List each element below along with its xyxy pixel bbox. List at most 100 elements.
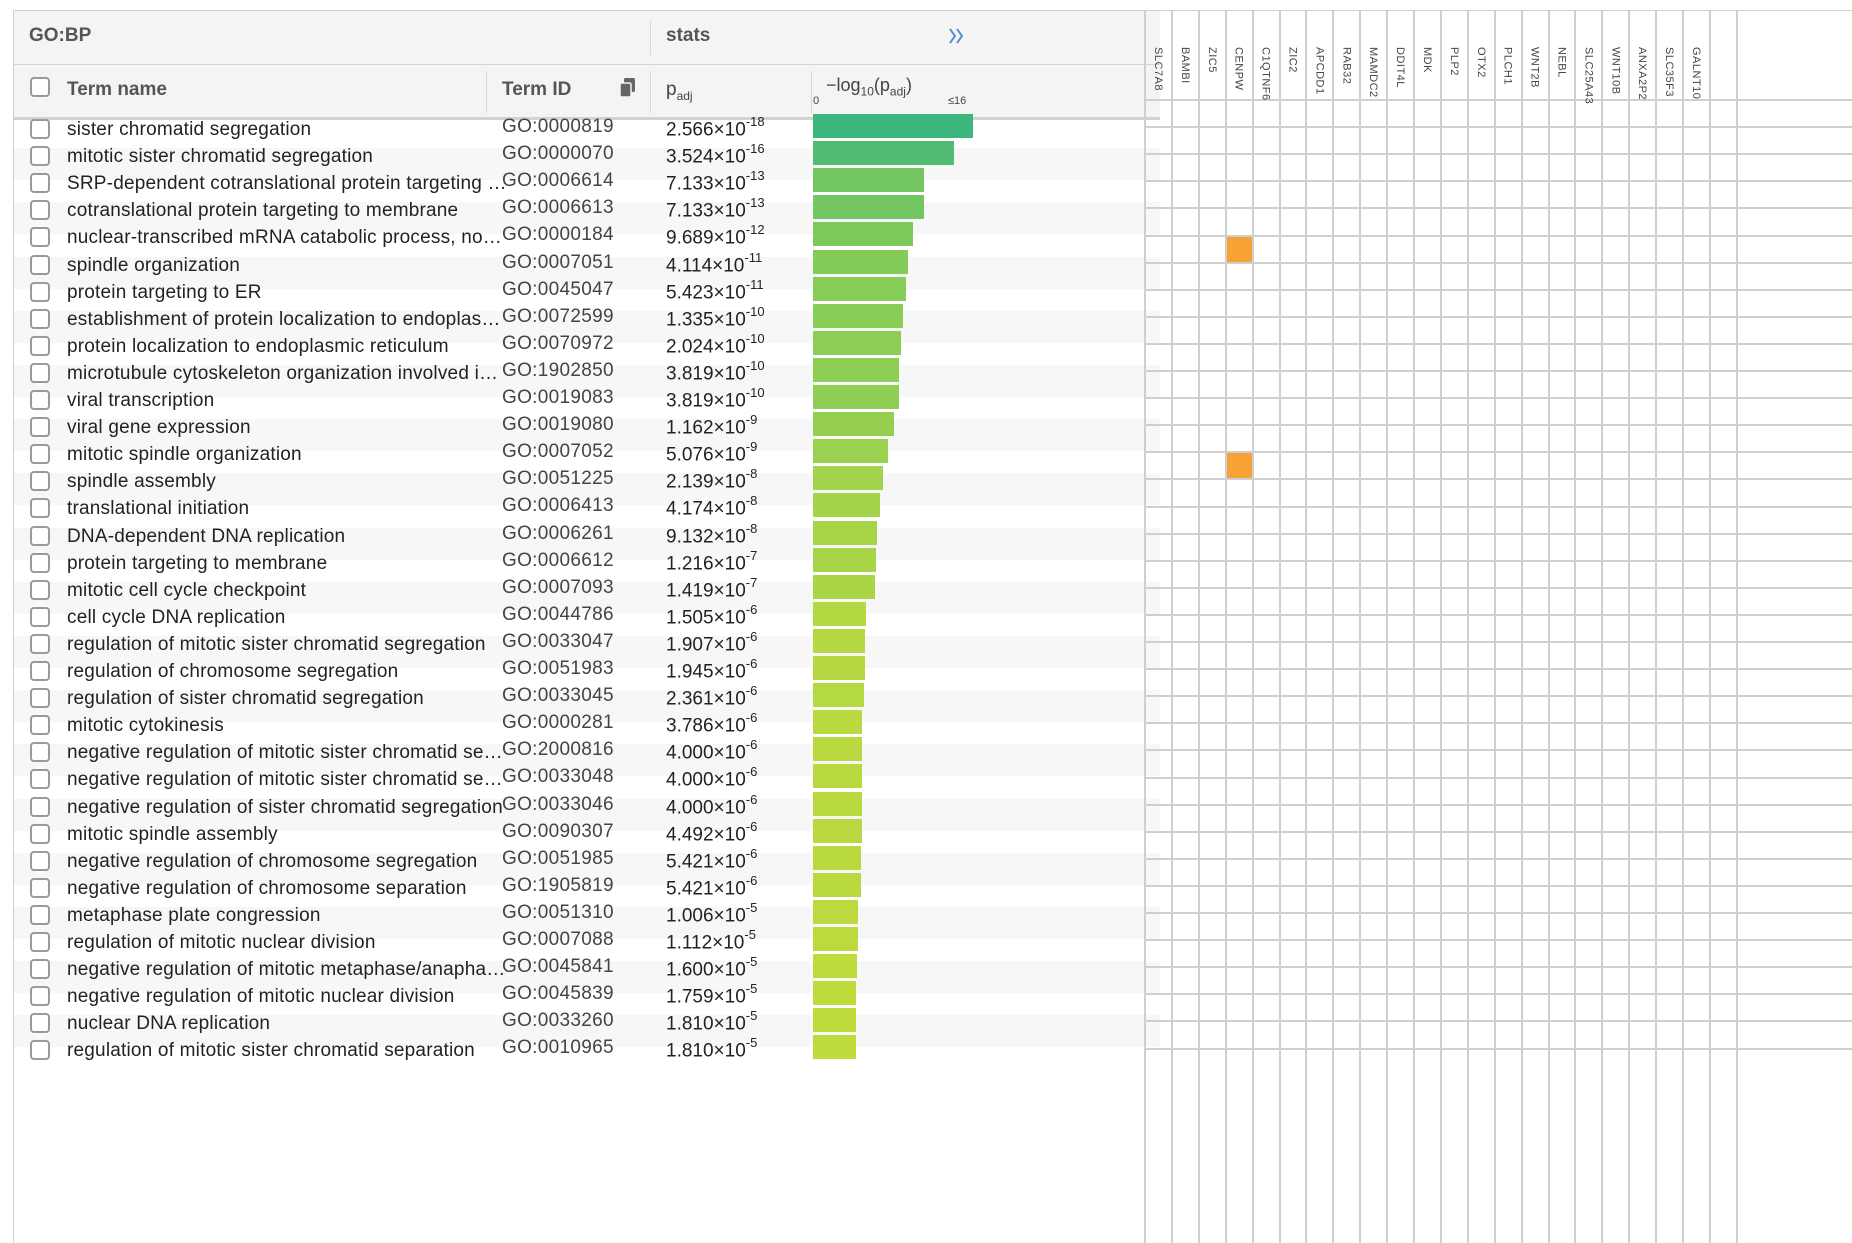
term-name[interactable]: protein localization to endoplasmic reti…	[67, 335, 449, 357]
gene-label[interactable]: CENPW	[1232, 47, 1245, 91]
term-name[interactable]: establishment of protein localization to…	[67, 308, 501, 330]
gene-label[interactable]: C1QTNF6	[1259, 47, 1272, 101]
gene-label[interactable]: ZIC2	[1286, 47, 1299, 73]
term-id[interactable]: GO:0007052	[502, 441, 614, 463]
term-name[interactable]: nuclear DNA replication	[67, 1013, 271, 1035]
table-row[interactable]: regulation of mitotic sister chromatid s…	[14, 1035, 1160, 1074]
term-name[interactable]: negative regulation of mitotic nuclear d…	[67, 986, 455, 1008]
row-checkbox[interactable]	[30, 227, 50, 248]
term-id[interactable]: GO:0007051	[502, 251, 614, 273]
row-checkbox[interactable]	[30, 525, 50, 546]
table-row[interactable]: regulation of chromosome segregation GO:0…	[14, 656, 1160, 695]
row-checkbox[interactable]	[30, 688, 50, 709]
table-row[interactable]: negative regulation of mitotic nuclear d…	[14, 981, 1160, 1020]
term-id[interactable]: GO:0006261	[502, 522, 614, 544]
gene-label[interactable]: OTX2	[1474, 47, 1487, 78]
row-checkbox[interactable]	[30, 661, 50, 681]
table-row[interactable]: translational initiation GO:0006413 4.174×…	[14, 493, 1160, 532]
row-checkbox[interactable]	[30, 281, 50, 302]
copy-icon[interactable]	[618, 77, 638, 99]
table-row[interactable]: mitotic spindle organization GO:0007052 5.…	[14, 439, 1160, 478]
gene-label[interactable]: APCDD1	[1313, 47, 1326, 95]
term-name[interactable]: metaphase plate congression	[67, 904, 321, 926]
table-row[interactable]: spindle organization GO:0007051 4.114×10-1…	[14, 249, 1160, 289]
term-id[interactable]: GO:0006413	[502, 495, 614, 517]
table-row[interactable]: negative regulation of chromosome separa…	[14, 872, 1160, 912]
term-id[interactable]: GO:2000816	[502, 739, 614, 761]
term-name[interactable]: viral transcription	[67, 390, 215, 411]
term-name[interactable]: cell cycle DNA replication	[67, 606, 286, 628]
term-id[interactable]: GO:1905819	[502, 874, 614, 896]
term-id[interactable]: GO:0000819	[502, 116, 614, 137]
term-name[interactable]: regulation of mitotic sister chromatid s…	[67, 633, 486, 655]
table-row[interactable]: regulation of sister chromatid segregati…	[14, 683, 1160, 723]
term-name[interactable]: negative regulation of chromosome segreg…	[67, 850, 478, 872]
term-id[interactable]: GO:0033047	[502, 630, 614, 652]
row-checkbox[interactable]	[30, 877, 50, 898]
term-id[interactable]: GO:0006612	[502, 549, 614, 571]
term-id[interactable]: GO:0090307	[502, 820, 614, 842]
term-id[interactable]: GO:0006614	[502, 170, 614, 192]
term-name[interactable]: protein targeting to ER	[67, 281, 262, 303]
term-id[interactable]: GO:0007093	[502, 576, 614, 598]
row-checkbox[interactable]	[30, 173, 50, 194]
gene-label[interactable]: WNT10B	[1609, 47, 1622, 95]
row-checkbox[interactable]	[30, 579, 50, 600]
term-name[interactable]: negative regulation of mitotic sister ch…	[67, 769, 503, 791]
term-name[interactable]: mitotic cell cycle checkpoint	[67, 579, 307, 601]
term-name[interactable]: translational initiation	[67, 498, 250, 520]
term-name[interactable]: spindle organization	[67, 254, 241, 276]
term-id[interactable]: GO:0006613	[502, 197, 614, 219]
table-row[interactable]: negative regulation of mitotic sister ch…	[14, 737, 1160, 777]
gene-label[interactable]: SLC7A8	[1152, 47, 1164, 91]
gene-label[interactable]: ZIC5	[1205, 47, 1218, 73]
term-id[interactable]: GO:0019080	[502, 414, 614, 436]
table-row[interactable]: negative regulation of sister chromatid …	[14, 791, 1160, 831]
term-name[interactable]: negative regulation of sister chromatid …	[67, 796, 503, 818]
gene-label[interactable]: PLP2	[1447, 47, 1460, 76]
term-name[interactable]: regulation of mitotic nuclear division	[67, 932, 376, 953]
term-name[interactable]: nuclear-transcribed mRNA catabolic proce…	[67, 227, 502, 249]
term-name[interactable]: viral gene expression	[67, 417, 251, 439]
term-name[interactable]: sister chromatid segregation	[67, 119, 312, 140]
table-row[interactable]: regulation of mitotic nuclear division GO…	[14, 927, 1160, 966]
gene-label[interactable]: RAB32	[1340, 47, 1353, 85]
term-id[interactable]: GO:0072599	[502, 305, 614, 327]
term-id[interactable]: GO:0000281	[502, 712, 614, 734]
row-checkbox[interactable]	[30, 742, 50, 763]
row-checkbox[interactable]	[30, 498, 50, 519]
gene-label[interactable]: PLCH1	[1501, 47, 1514, 85]
table-row[interactable]: negative regulation of mitotic metaphase…	[14, 954, 1160, 994]
term-id[interactable]: GO:0033260	[502, 1010, 614, 1032]
table-row[interactable]: protein targeting to membrane GO:0006612 1…	[14, 547, 1160, 587]
table-row[interactable]: SRP-dependent cotranslational protein ta…	[14, 168, 1160, 207]
table-row[interactable]: spindle assembly GO:0051225 2.139×10-8	[14, 466, 1160, 506]
term-name[interactable]: microtubule cytoskeleton organization in…	[67, 362, 499, 384]
table-row[interactable]: nuclear-transcribed mRNA catabolic proce…	[14, 222, 1160, 261]
row-checkbox[interactable]	[30, 986, 50, 1007]
term-name[interactable]: SRP-dependent cotranslational protein ta…	[67, 173, 507, 195]
term-id[interactable]: GO:0007088	[502, 929, 614, 950]
row-checkbox[interactable]	[30, 390, 50, 410]
table-row[interactable]: sister chromatid segregation GO:0000819 2.…	[14, 114, 1160, 153]
term-id[interactable]: GO:0051310	[502, 901, 614, 923]
gene-label[interactable]: SLC35F3	[1663, 47, 1676, 97]
term-id[interactable]: GO:0033045	[502, 685, 614, 707]
term-id[interactable]: GO:0019083	[502, 387, 614, 408]
row-checkbox[interactable]	[30, 769, 50, 790]
row-checkbox[interactable]	[30, 715, 50, 736]
table-row[interactable]: viral gene expression GO:0019080 1.162×10-…	[14, 412, 1160, 452]
table-row[interactable]: regulation of mitotic sister chromatid s…	[14, 628, 1160, 668]
term-id[interactable]: GO:0010965	[502, 1037, 614, 1059]
term-name[interactable]: cotranslational protein targeting to mem…	[67, 200, 459, 222]
term-name[interactable]: mitotic spindle organization	[67, 444, 302, 466]
term-name[interactable]: negative regulation of chromosome separa…	[67, 877, 467, 899]
row-checkbox[interactable]	[30, 633, 50, 654]
term-id[interactable]: GO:0000070	[502, 143, 614, 165]
gene-label[interactable]: DDIT4L	[1394, 47, 1407, 88]
term-id[interactable]: GO:0033046	[502, 793, 614, 815]
select-all-checkbox[interactable]	[30, 77, 50, 97]
row-checkbox[interactable]	[30, 417, 50, 438]
term-name[interactable]: negative regulation of mitotic metaphase…	[67, 959, 506, 981]
term-id[interactable]: GO:0051985	[502, 847, 614, 869]
